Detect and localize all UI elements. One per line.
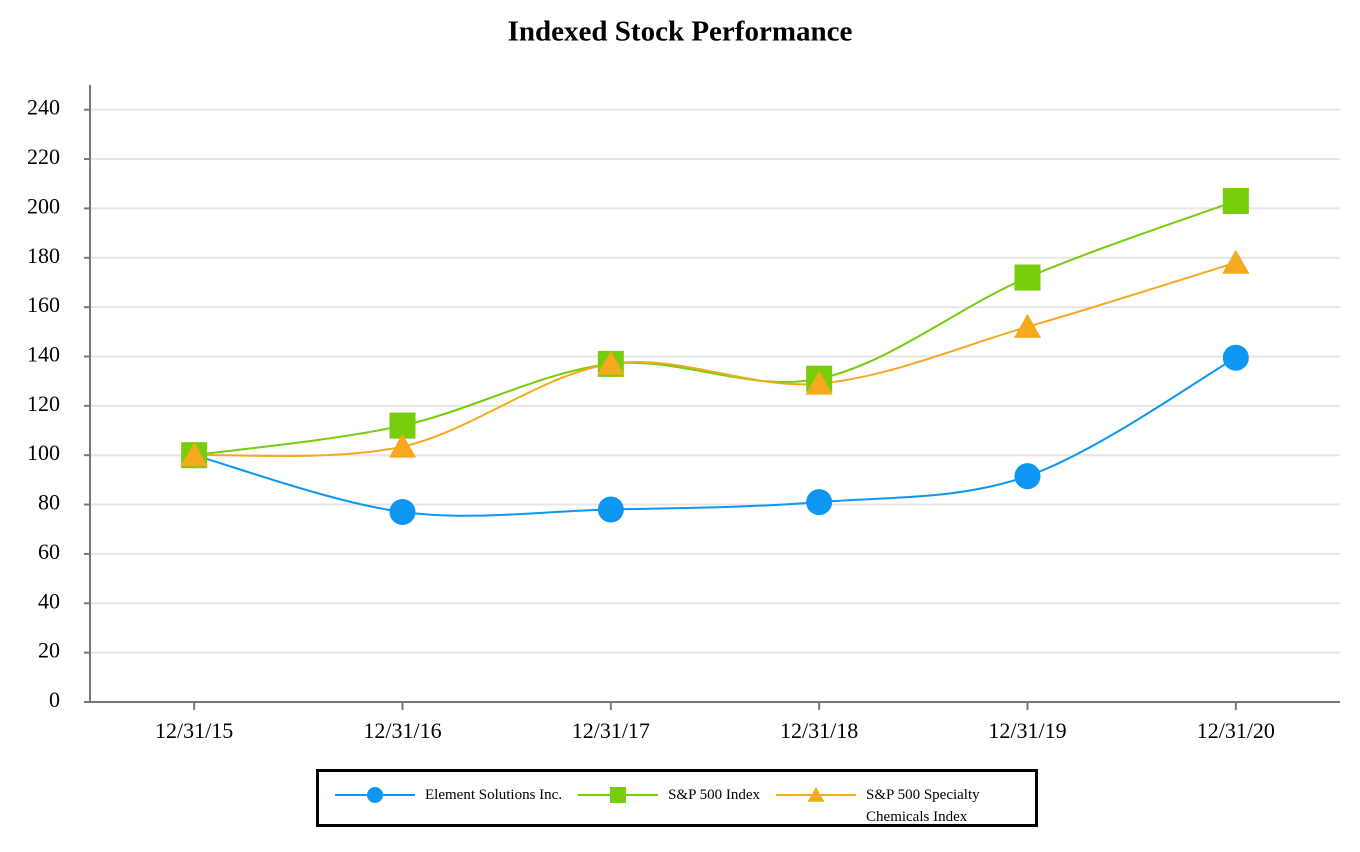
- series-line: [194, 261, 1237, 458]
- marker: [389, 498, 416, 525]
- y-tick-label: 60: [38, 539, 60, 564]
- y-tick-label: 80: [38, 490, 60, 515]
- y-tick-label: 20: [38, 638, 60, 663]
- legend-label: S&P 500 Specialty Chemicals Index: [866, 787, 980, 825]
- chart-title: Indexed Stock Performance: [508, 16, 853, 48]
- y-tick-label: 40: [38, 588, 60, 613]
- x-tick-label: 12/31/17: [572, 718, 650, 743]
- marker: [1222, 344, 1249, 371]
- legend-item: S&P 500 Index: [578, 784, 760, 806]
- y-tick-label: 220: [27, 144, 60, 169]
- marker: [806, 489, 833, 516]
- legend: Element Solutions Inc. S&P 500 Index S&P 5…: [316, 769, 1038, 827]
- legend-icon: [776, 787, 857, 802]
- marker: [807, 787, 825, 802]
- marker: [805, 370, 833, 395]
- marker: [1014, 463, 1041, 490]
- y-tick-label: 100: [27, 440, 60, 465]
- y-tick-label: 160: [27, 292, 60, 317]
- x-tick-label: 12/31/19: [988, 718, 1066, 743]
- x-tick-label: 12/31/16: [363, 718, 441, 743]
- legend-icon: [578, 787, 659, 803]
- marker: [1222, 187, 1249, 214]
- y-tick-label: 240: [27, 95, 60, 120]
- legend-label: S&P 500 Index: [668, 787, 761, 803]
- legend-label: Element Solutions Inc.: [425, 787, 563, 803]
- marker: [1013, 313, 1042, 338]
- series-line: [194, 200, 1237, 457]
- y-tick-label: 0: [49, 687, 60, 712]
- y-tick-label: 120: [27, 391, 60, 416]
- marker: [597, 496, 624, 523]
- marker: [610, 787, 627, 803]
- y-tick-label: 180: [27, 243, 60, 268]
- y-tick-label: 200: [27, 193, 60, 218]
- legend-icon: [335, 787, 415, 803]
- marker: [388, 433, 417, 458]
- legend-item: Element Solutions Inc.: [335, 784, 562, 806]
- marker: [597, 350, 625, 375]
- x-tick-label: 12/31/20: [1197, 718, 1275, 743]
- marker: [1014, 264, 1041, 291]
- marker: [180, 442, 208, 467]
- x-tick-label: 12/31/18: [780, 718, 858, 743]
- legend-item: S&P 500 Specialty Chemicals Index: [776, 784, 996, 828]
- x-tick-label: 12/31/15: [155, 718, 233, 743]
- marker: [367, 787, 383, 803]
- marker: [1222, 249, 1250, 274]
- y-tick-label: 140: [27, 342, 60, 367]
- series-line: [193, 356, 1237, 517]
